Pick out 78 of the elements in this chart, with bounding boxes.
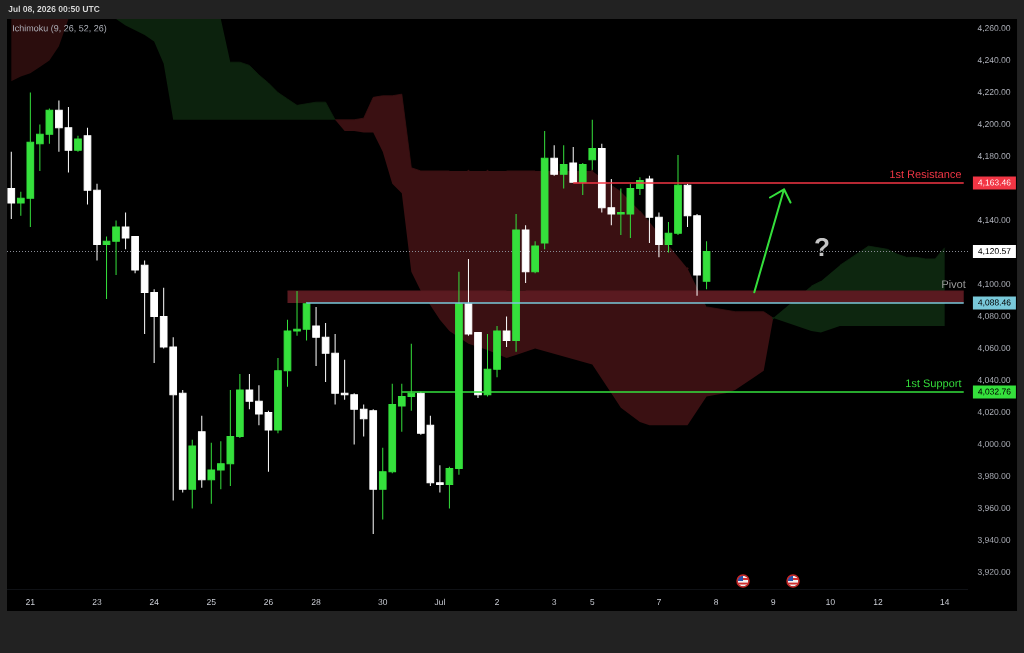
y-tick-label: 4,080.00	[977, 312, 1011, 320]
candlestick	[588, 119, 597, 172]
candlestick	[293, 290, 301, 337]
candlestick	[436, 464, 444, 493]
x-tick-label: 12	[873, 599, 883, 605]
y-tick-label: 4,200.00	[977, 121, 1011, 129]
y-tick-label: 4,180.00	[977, 153, 1011, 161]
annotation: ?	[815, 237, 829, 257]
y-tick-label: 4,020.00	[977, 408, 1011, 416]
candlestick	[655, 212, 663, 258]
x-tick-label: 23	[92, 599, 102, 605]
candlestick	[274, 357, 282, 434]
annotation: Pivot	[942, 279, 966, 289]
candlestick	[188, 439, 197, 509]
candlestick	[474, 331, 482, 399]
y-tick-label: 4,240.00	[977, 57, 1011, 65]
x-tick-label: 3	[552, 599, 557, 605]
candlestick	[93, 183, 101, 262]
y-tick-label: 4,060.00	[977, 344, 1011, 352]
candlestick	[445, 466, 454, 509]
candlestick	[245, 373, 254, 410]
candlestick	[521, 224, 530, 284]
x-tick-label: 9	[771, 599, 776, 605]
y-tick-label: 4,100.00	[977, 281, 1011, 289]
annotation: Ichimoku (9, 26, 52, 26)	[13, 24, 107, 34]
x-tick-label: 8	[714, 599, 719, 605]
x-tick-label: 10	[826, 599, 835, 605]
x-tick-label: 2	[495, 599, 499, 605]
x-tick-label: 30	[378, 599, 388, 605]
data-label: 4,032.76	[978, 388, 1011, 396]
candlestick	[197, 415, 206, 489]
candlestick	[550, 144, 559, 177]
y-tick-label: 3,920.00	[977, 568, 1011, 576]
x-tick-label: 26	[264, 599, 273, 605]
y-tick-label: 3,980.00	[977, 472, 1011, 480]
y-tick-label: 3,960.00	[977, 504, 1011, 512]
candlestick	[178, 389, 187, 493]
candlestick	[83, 127, 92, 206]
x-tick-label: 28	[311, 599, 321, 605]
x-tick-label: 21	[26, 599, 35, 605]
candlestick	[493, 325, 501, 378]
candlestick	[7, 151, 16, 220]
candlestick	[512, 213, 520, 353]
y-tick-label: 4,260.00	[977, 25, 1011, 33]
candlestick	[674, 154, 682, 236]
data-label: 4,163.46	[978, 179, 1011, 187]
candlestick	[559, 144, 568, 190]
candlestick	[236, 373, 244, 439]
candlestick	[502, 315, 511, 348]
candlestick	[531, 240, 539, 274]
text: Jul 08, 2026 00:50 UTC	[8, 5, 100, 14]
y-tick-label: 4,000.00	[977, 440, 1011, 448]
candlestick	[540, 130, 549, 250]
candlestick	[702, 240, 711, 290]
x-tick-label: 14	[940, 599, 950, 605]
x-tick-label: 7	[657, 599, 661, 605]
candlestick	[283, 319, 292, 388]
x-tick-label: 5	[590, 599, 595, 605]
series-label: 1st Resistance	[890, 170, 962, 179]
x-tick-label: 25	[207, 599, 216, 605]
ref-line-label: 4,120.57	[978, 248, 1011, 256]
candlestick	[207, 442, 216, 505]
y-tick-label: 3,940.00	[977, 536, 1011, 544]
x-tick-label: 24	[149, 599, 159, 605]
candlestick	[569, 146, 578, 183]
candlestick	[464, 258, 473, 337]
candlestick	[664, 221, 673, 254]
y-tick-label: 4,040.00	[977, 376, 1011, 384]
candlestick	[74, 135, 82, 153]
x-tick-label: Jul	[434, 598, 445, 606]
candlestick	[302, 301, 311, 341]
data-label: 4,088.46	[978, 299, 1011, 307]
candlestick	[312, 306, 320, 367]
y-tick-label: 4,140.00	[977, 217, 1011, 225]
y-tick-label: 4,220.00	[977, 89, 1011, 97]
candlestick	[645, 175, 654, 244]
legend-label: 1st Support	[906, 379, 962, 390]
candlestick	[578, 162, 587, 196]
